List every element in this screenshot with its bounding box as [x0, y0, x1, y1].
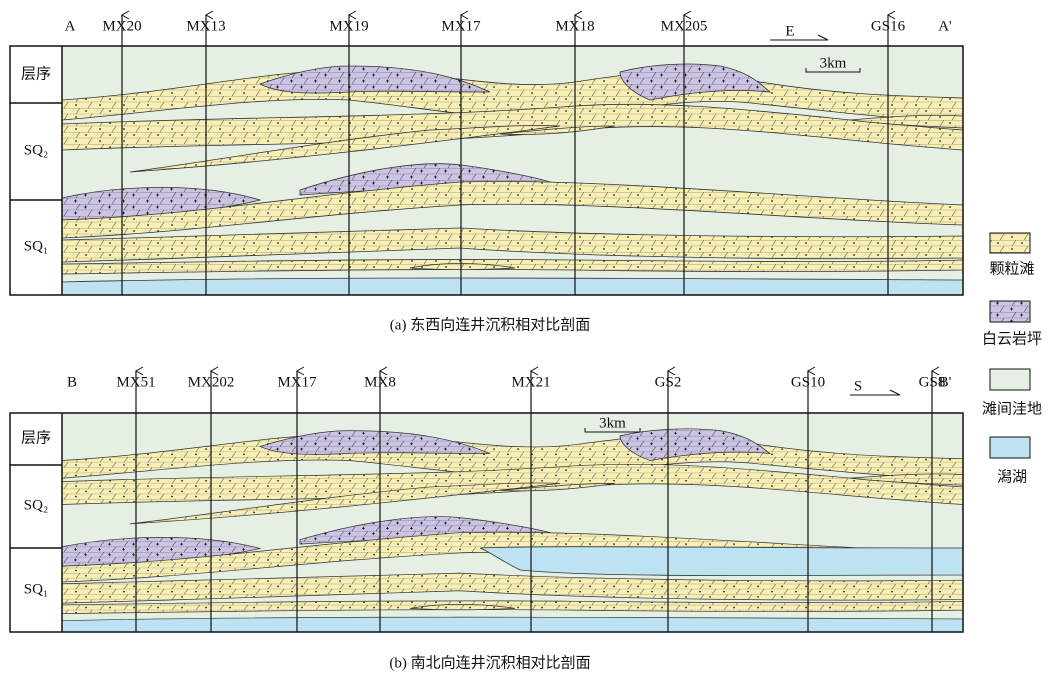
well-label: GS10 — [791, 374, 825, 390]
well-label: MX17 — [277, 374, 317, 390]
caption: (a) 东西向连井沉积相对比剖面 — [390, 316, 590, 333]
well-label: MX202 — [188, 374, 235, 390]
sequence-label: SQ₂ — [24, 142, 48, 158]
well-label: GS16 — [871, 18, 906, 34]
well-label: MX51 — [116, 374, 155, 390]
well-label: MX205 — [661, 18, 708, 34]
direction-label: E — [785, 23, 794, 39]
direction-arrow — [770, 35, 828, 40]
figure: A A' MX20 MX13 MX19 MX17 MX18 MX205 GS16 E 3km 层序 SQ… — [0, 0, 1058, 675]
well-label: GS2 — [655, 374, 682, 390]
well-label: MX19 — [329, 18, 368, 34]
well-label: MX8 — [364, 374, 396, 390]
column-header: 层序 — [21, 65, 51, 82]
well-label: MX18 — [555, 18, 594, 34]
well-label: MX21 — [511, 374, 550, 390]
well-label: MX20 — [102, 18, 141, 34]
well-label: MX13 — [186, 18, 225, 34]
legend-label: 颗粒滩 — [989, 260, 1034, 277]
caption: (b) 南北向连井沉积相对比剖面 — [389, 654, 590, 671]
sequence-label: SQ₁ — [24, 581, 48, 597]
scale-label: 3km — [820, 55, 847, 71]
well-label: MX17 — [441, 18, 481, 34]
sequence-label: SQ₂ — [24, 497, 48, 513]
well-label: GS8 — [919, 374, 946, 390]
section-b — [10, 413, 963, 632]
section-start: A — [65, 18, 76, 34]
legend-label: 潟湖 — [997, 468, 1027, 485]
section-start: B — [67, 374, 77, 390]
section-a — [10, 46, 963, 295]
section-end: A' — [938, 18, 952, 34]
column-header: 层序 — [21, 429, 51, 446]
legend-label: 白云岩坪 — [982, 330, 1042, 347]
direction-label: S — [854, 378, 862, 394]
sequence-label: SQ₁ — [24, 238, 48, 254]
scale-label: 3km — [599, 415, 626, 431]
legend-label: 滩间洼地 — [982, 400, 1042, 417]
